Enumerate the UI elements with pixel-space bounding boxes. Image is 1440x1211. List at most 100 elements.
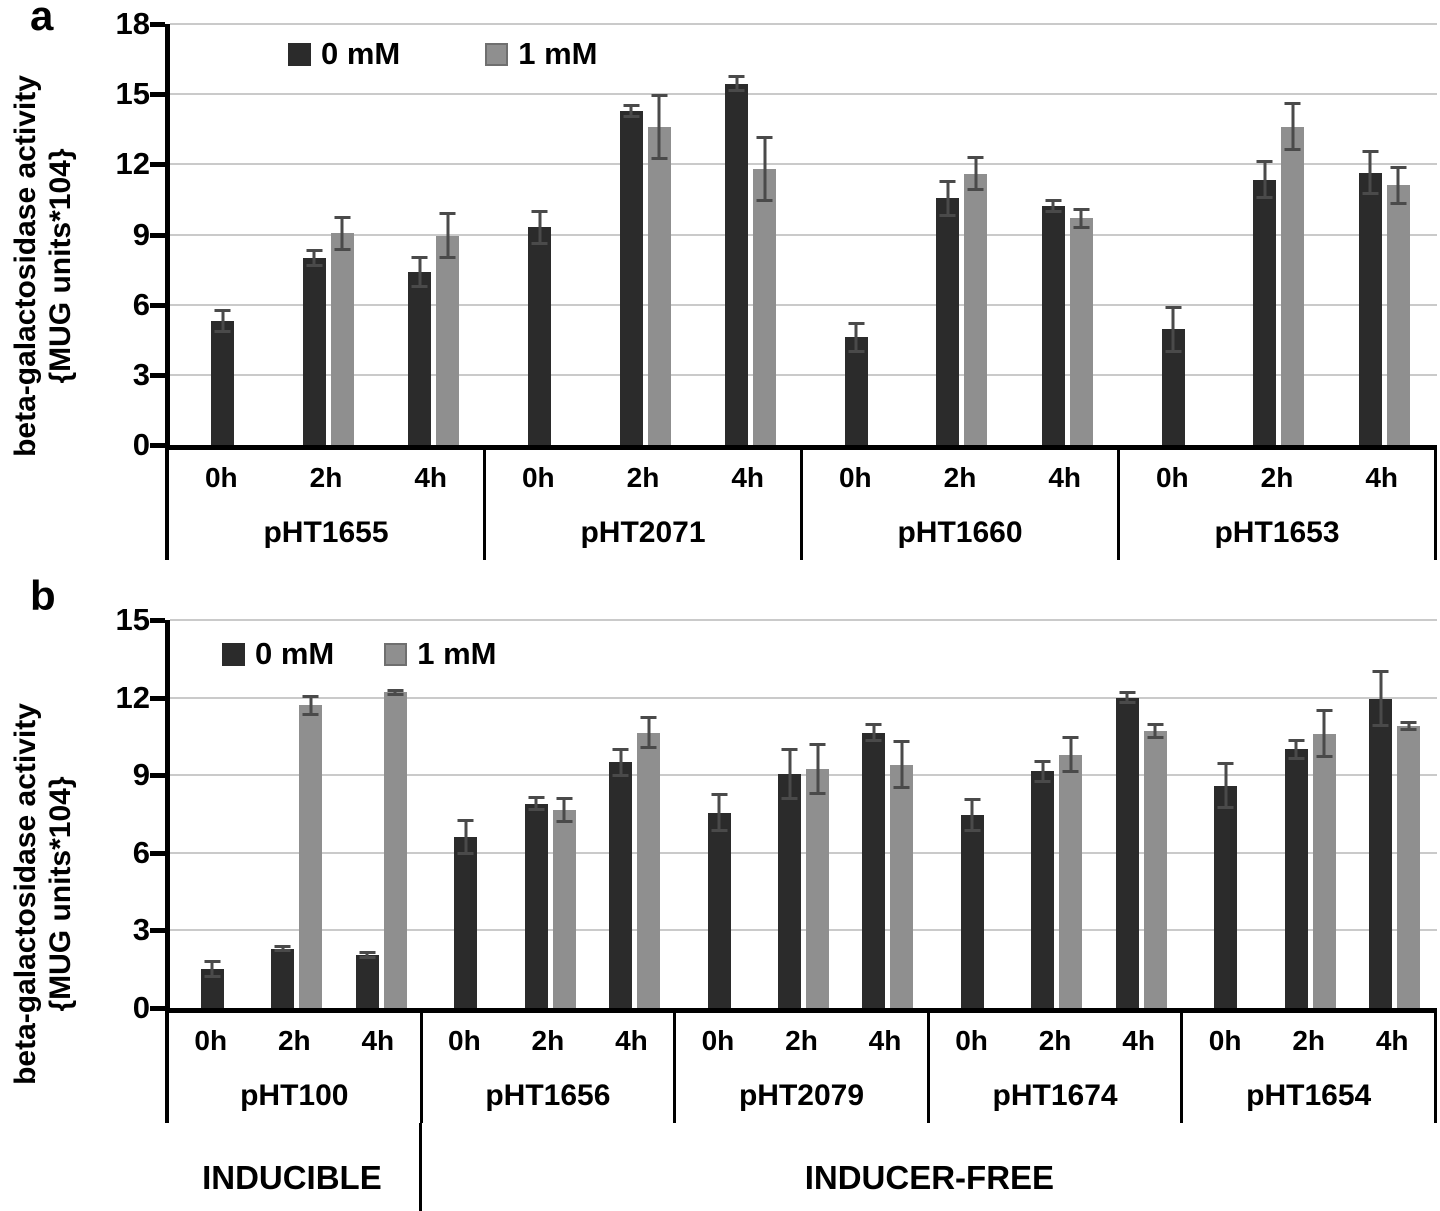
axis-tick-icon <box>150 92 165 98</box>
bar-group <box>677 620 930 1008</box>
legend-label: 1 mM <box>417 636 497 671</box>
bar-1mM <box>1281 102 1305 445</box>
bars-area <box>170 24 1437 445</box>
time-column <box>846 620 930 1008</box>
time-column <box>276 24 382 445</box>
y-axis-tick-labels: 15 12 9 6 3 0 <box>55 602 150 1025</box>
time-label: 4h <box>361 1025 395 1056</box>
bar-0mM <box>528 209 552 445</box>
time-label: 4h <box>1122 1025 1155 1056</box>
x-axis-group: 0h 2h 4h pHT1660 <box>803 450 1120 560</box>
time-label: 4h <box>868 1025 902 1056</box>
time-label: 0h <box>701 1025 735 1056</box>
group-label: pHT2079 <box>738 1079 865 1112</box>
error-bar <box>418 255 422 289</box>
error-bar <box>788 748 792 800</box>
time-label: 0h <box>838 462 872 493</box>
time-labels-row: 0h 2h 4h <box>676 1013 927 1069</box>
time-column <box>487 24 593 445</box>
y-tick-label: 3 <box>132 912 150 948</box>
bar-0mM <box>707 793 731 1008</box>
time-label: 2h <box>309 462 343 493</box>
time-column <box>508 620 592 1008</box>
grid-line <box>170 696 1437 699</box>
y-tick-label: 6 <box>132 834 150 870</box>
legend-swatch-icon <box>485 42 509 66</box>
error-bar <box>534 795 538 812</box>
bar-1mM <box>647 94 671 445</box>
legend-label: 0 mM <box>321 36 401 71</box>
y-tick-label: 0 <box>132 990 150 1025</box>
time-column <box>381 24 487 445</box>
group-label: pHT2071 <box>580 516 706 549</box>
error-bar <box>629 103 633 118</box>
grid-line <box>170 303 1437 306</box>
time-labels-row: 0h 2h 4h <box>803 450 1117 506</box>
group-label: pHT1674 <box>992 1079 1118 1112</box>
bar-1mM <box>753 136 777 445</box>
bar-group <box>1120 24 1437 445</box>
time-column <box>804 24 910 445</box>
time-column <box>698 24 804 445</box>
time-label: 0h <box>448 1025 481 1056</box>
bar-0mM <box>1041 199 1065 445</box>
error-bar <box>1368 150 1372 195</box>
grid-line <box>170 233 1437 236</box>
time-column <box>1099 620 1183 1008</box>
bar-0mM <box>1115 691 1139 1008</box>
time-labels-row: 0h 2h 4h <box>1120 450 1434 506</box>
y-axis-title-line1: beta-galactosidase activity <box>9 75 42 457</box>
error-bar <box>312 248 316 268</box>
bar-1mM <box>552 797 576 1008</box>
error-bar <box>1125 691 1129 705</box>
legend-item: 1 mM <box>384 636 497 672</box>
x-axis-groups: 0h 2h 4h pHT100 0h 2h 4h pHT1656 0h 2h 4h pHT2079 0h… <box>165 1013 1437 1123</box>
bar-1mM <box>330 215 354 445</box>
x-axis-labels: 0h 2h 4h pHT1655 0h 2h 4h pHT2071 0h 2h 4h pHT1660 0… <box>165 450 1437 560</box>
bar-1mM <box>1069 207 1093 445</box>
time-label: 2h <box>626 462 660 493</box>
grid-line <box>170 163 1437 166</box>
y-axis-title-line1: beta-galactosidase activity <box>9 703 42 1085</box>
error-bar <box>1294 739 1298 760</box>
plot-area: 0 mM 1 mM <box>150 22 1437 450</box>
y-axis-tick-labels: 18 15 12 9 6 3 0 <box>55 6 150 462</box>
bar-1mM <box>964 156 988 445</box>
bar-0mM <box>619 103 643 445</box>
time-column <box>254 620 338 1008</box>
axis-tick-icon <box>150 695 165 701</box>
bar-0mM <box>454 819 478 1008</box>
error-bar <box>1041 759 1045 783</box>
grid-line <box>170 23 1437 25</box>
bar-group <box>1184 620 1437 1008</box>
y-tick-label: 12 <box>115 679 150 715</box>
error-bar <box>446 212 450 260</box>
time-label: 2h <box>785 1025 818 1056</box>
group-label: pHT1660 <box>897 516 1023 549</box>
error-bar <box>1379 670 1383 728</box>
legend-swatch-icon <box>288 42 311 66</box>
bar-0mM <box>778 748 802 1008</box>
bar-1mM <box>436 212 460 445</box>
grid-line <box>170 373 1437 376</box>
panel-b: b beta-galactosidase activity {MUG units… <box>0 572 1440 1211</box>
error-bar <box>393 688 397 697</box>
legend-label: 1 mM <box>518 36 598 71</box>
bar-1mM <box>1312 709 1336 1008</box>
axis-tick-icon <box>150 850 165 856</box>
bars-area <box>170 620 1437 1008</box>
axis-tick-icon <box>150 618 165 623</box>
time-labels-row: 0h 2h 4h <box>486 450 800 506</box>
group-label: pHT1656 <box>485 1079 611 1112</box>
time-column <box>1120 24 1226 445</box>
time-column <box>1015 24 1121 445</box>
y-tick-label: 18 <box>115 6 150 41</box>
y-tick-label: 9 <box>132 757 150 793</box>
time-label: 2h <box>943 462 977 493</box>
grid-line <box>170 929 1437 932</box>
bar-1mM <box>890 740 914 1008</box>
bar-0mM <box>302 248 326 445</box>
legend: 0 mM 1 mM <box>222 636 497 672</box>
bar-0mM <box>844 322 868 445</box>
time-label: 2h <box>1292 1025 1326 1056</box>
